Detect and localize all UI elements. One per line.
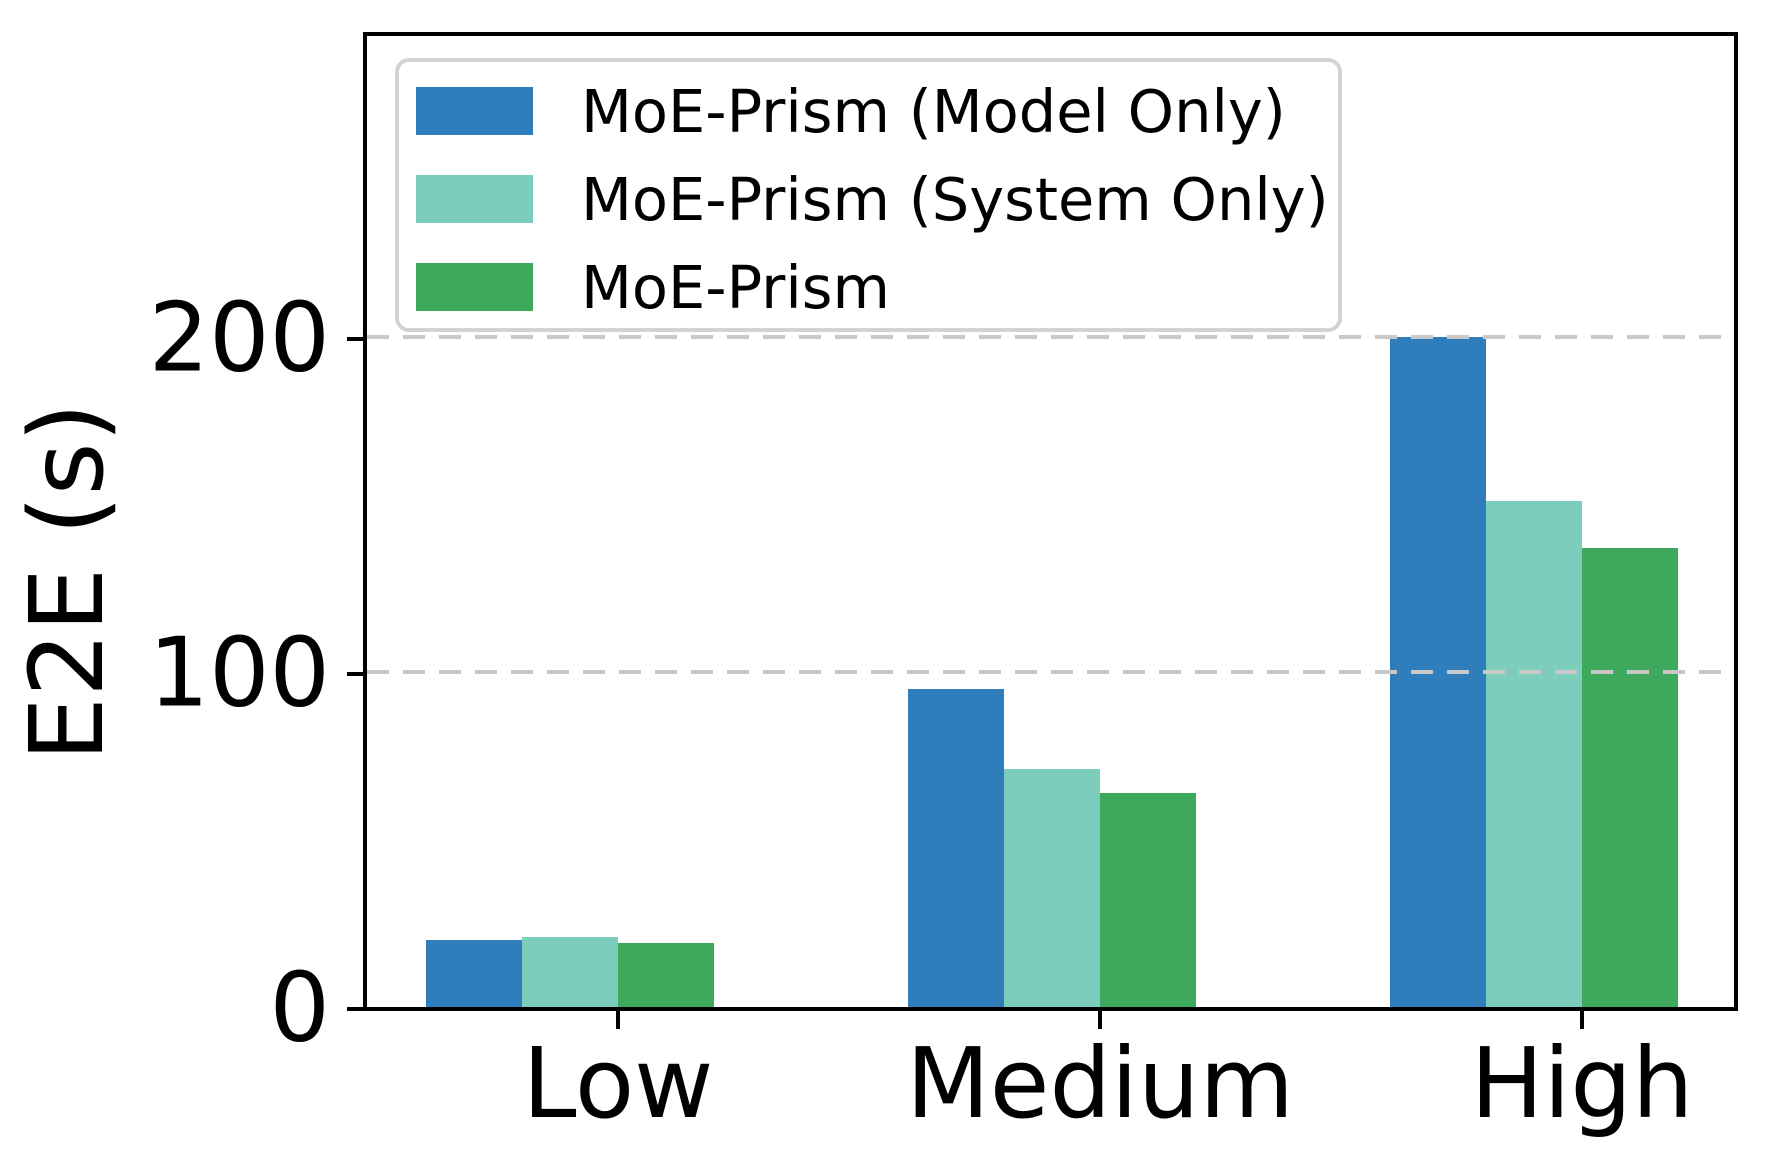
x-tick-mark [616, 1011, 620, 1029]
x-tick-label: Low [522, 1027, 714, 1140]
y-tick-label: 100 [148, 618, 330, 729]
y-tick-mark [347, 672, 363, 676]
bar [1582, 548, 1678, 1007]
gridline [367, 670, 1734, 674]
y-tick-mark [347, 1007, 363, 1011]
bar [618, 943, 714, 1007]
legend-swatch-icon [416, 263, 533, 311]
bar [1004, 769, 1100, 1007]
y-tick-mark [347, 337, 363, 341]
legend-swatch-icon [416, 87, 533, 135]
bar [1100, 793, 1196, 1007]
legend-label: MoE-Prism [581, 252, 890, 322]
legend-label: MoE-Prism (System Only) [581, 164, 1329, 234]
legend-swatch-icon [416, 175, 533, 223]
y-tick-label: 200 [148, 283, 330, 394]
bar [908, 689, 1004, 1007]
x-tick-label: High [1470, 1027, 1694, 1140]
bar [1486, 501, 1582, 1007]
x-tick-mark [1580, 1011, 1584, 1029]
bar [522, 937, 618, 1007]
legend: MoE-Prism (Model Only) MoE-Prism (System … [395, 58, 1342, 332]
legend-item: MoE-Prism (System Only) [399, 155, 1338, 243]
x-tick-label: Medium [906, 1027, 1294, 1140]
legend-item: MoE-Prism [399, 243, 1338, 331]
y-tick-label: 0 [269, 953, 330, 1064]
legend-item: MoE-Prism (Model Only) [399, 67, 1338, 155]
x-tick-mark [1098, 1011, 1102, 1029]
gridline [367, 335, 1734, 339]
legend-label: MoE-Prism (Model Only) [581, 76, 1286, 146]
bar [426, 940, 522, 1007]
y-axis-label: E2E (s) [8, 402, 127, 762]
